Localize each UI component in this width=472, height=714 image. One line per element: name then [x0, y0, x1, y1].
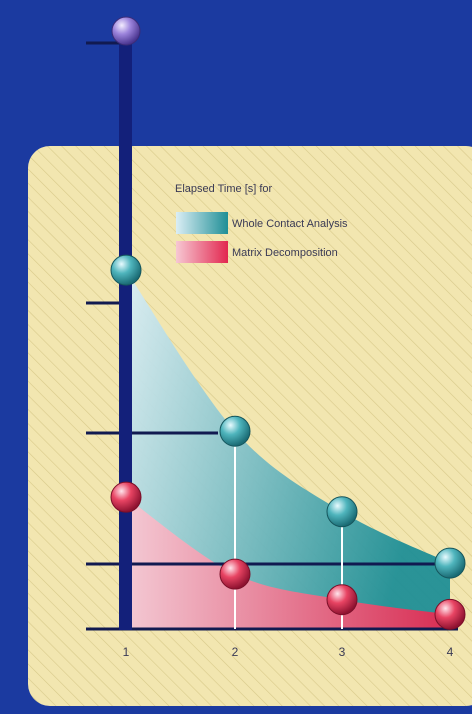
area-whole-contact-analysis [126, 270, 450, 629]
legend: Elapsed Time [s] for Whole Contact Analy… [175, 183, 348, 263]
x-tick-label: 3 [339, 645, 346, 659]
marker-matrix-decomposition [434, 598, 466, 630]
marker-whole-contact-analysis [110, 254, 142, 286]
marker-matrix-decomposition [110, 481, 142, 513]
x-tick-label: 4 [447, 645, 454, 659]
legend-swatch-matrix [176, 241, 228, 263]
legend-label-whole: Whole Contact Analysis [232, 218, 348, 230]
data-markers [110, 254, 466, 630]
x-tick-labels: 1 2 3 4 [123, 645, 454, 659]
legend-title: Elapsed Time [s] for [175, 183, 273, 195]
y-axis-pole [119, 32, 132, 630]
x-tick-label: 1 [123, 645, 130, 659]
marker-matrix-decomposition [326, 584, 358, 616]
x-tick-label: 2 [232, 645, 239, 659]
axis-top-ball [111, 16, 141, 46]
marker-whole-contact-analysis [326, 496, 358, 528]
marker-whole-contact-analysis [434, 547, 466, 579]
area-matrix-decomposition [126, 497, 450, 629]
legend-swatch-whole [176, 212, 228, 234]
marker-matrix-decomposition [219, 558, 251, 590]
marker-whole-contact-analysis [219, 415, 251, 447]
legend-label-matrix: Matrix Decomposition [232, 247, 338, 259]
